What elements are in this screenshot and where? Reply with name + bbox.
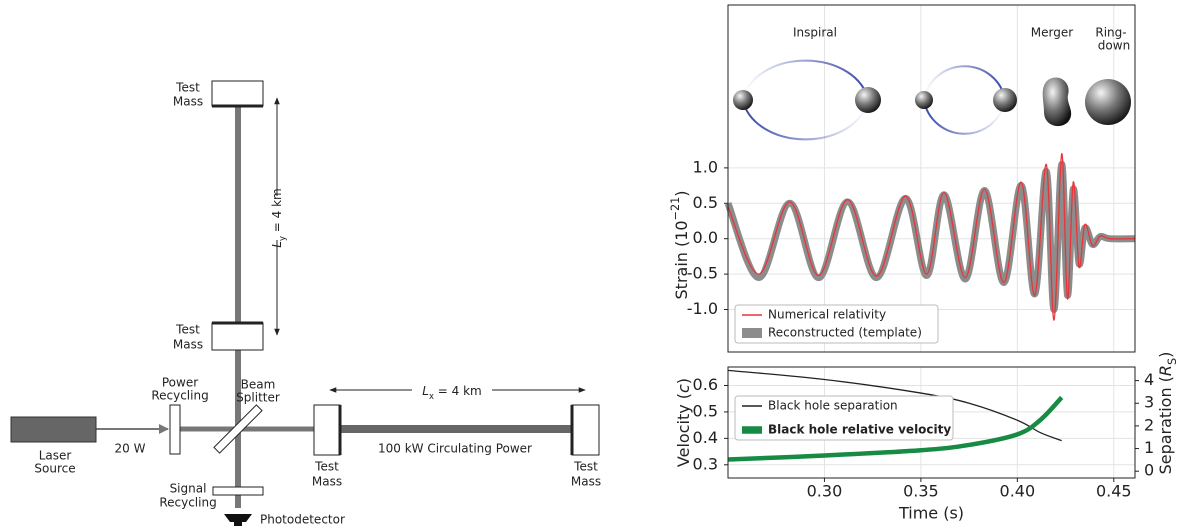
y2-tick-label: 1 <box>1144 438 1154 457</box>
diagram-label: Power <box>162 376 198 390</box>
y2-tick-label: 3 <box>1144 393 1154 412</box>
y2-tick-label: 2 <box>1144 415 1154 434</box>
x-tick-label: 0.45 <box>1096 482 1132 501</box>
text-part: S <box>1166 358 1179 365</box>
y-tick-label: 0.5 <box>693 193 718 212</box>
y-tick-label: 0.3 <box>693 454 718 473</box>
plot-area <box>728 5 1135 352</box>
diagram-label: Photodetector <box>260 513 345 526</box>
x-tick-label: 0.40 <box>1000 482 1036 501</box>
series-line <box>724 160 1136 314</box>
diagram-label: Mass <box>173 95 203 109</box>
diagram-label: Recycling <box>151 389 208 403</box>
test-mass <box>571 404 600 456</box>
series-line <box>727 395 1064 462</box>
diagram-label: 100 kW Circulating Power <box>378 442 532 456</box>
diagram-label: Test <box>314 460 339 474</box>
x-tick-label: 0.30 <box>807 482 843 501</box>
x-tick-label: 0.35 <box>903 482 939 501</box>
text-part: R <box>1156 365 1175 376</box>
plot-frame <box>727 366 1136 479</box>
arm-length-label: Lx = 4 km <box>422 384 481 401</box>
text-part: x <box>429 391 434 401</box>
ringdown-black-hole <box>1085 79 1131 125</box>
text-part: Velocity ( <box>674 393 693 467</box>
beam-splitter <box>213 404 263 454</box>
text-part: = 4 km <box>270 188 284 236</box>
y-tick-label: 0.6 <box>693 375 718 394</box>
text-part: L <box>422 384 429 398</box>
interferometer <box>10 80 600 526</box>
text-part: −21 <box>669 197 682 221</box>
test-mass <box>211 322 264 351</box>
series-line <box>727 369 1062 442</box>
diagram-label: 20 W <box>115 442 146 456</box>
orbit <box>742 99 869 141</box>
text-part: Separation ( <box>1156 376 1175 474</box>
diagram-label: Test <box>573 460 598 474</box>
y-tick-label: -0.5 <box>687 264 718 283</box>
laser <box>10 416 97 443</box>
y-axis-label: Strain (10−21) <box>669 191 691 300</box>
y-tick-label: 0.4 <box>693 428 718 447</box>
phase-label: down <box>1098 39 1130 53</box>
y2-tick-label: 4 <box>1144 370 1154 389</box>
diagram-label: Splitter <box>236 391 280 405</box>
black-hole <box>733 90 753 110</box>
text-part: L <box>270 241 284 248</box>
phase-label: Inspiral <box>793 26 837 40</box>
x-axis-label: Time (s) <box>898 504 964 523</box>
y2-axis-label: Separation (RS) <box>1156 352 1179 475</box>
orbit <box>923 65 1006 101</box>
test-mass <box>211 80 264 107</box>
text-part: Strain (10 <box>672 220 691 299</box>
y-tick-label: 0.0 <box>693 228 718 247</box>
legend-label: Black hole relative velocity <box>768 423 951 437</box>
diagram-label: Signal <box>170 482 207 496</box>
plot-frame <box>727 4 1136 353</box>
diagram-label: Test <box>175 323 200 337</box>
legend-label: Numerical relativity <box>768 308 886 322</box>
diagram-label: Mass <box>312 475 342 489</box>
merged-black-hole <box>1042 77 1072 127</box>
diagram-label: Beam <box>241 378 276 392</box>
y-axis-label: Velocity (c) <box>674 378 693 467</box>
black-hole <box>915 91 933 109</box>
power-recycling-mirror <box>169 404 181 455</box>
y-tick-label: -1.0 <box>687 299 718 318</box>
diagram-label: Laser <box>39 449 72 463</box>
text-part: ) <box>672 191 691 197</box>
diagram-label: Mass <box>571 475 601 489</box>
signal-recycling-mirror <box>212 486 264 496</box>
series-line <box>727 153 1136 321</box>
diagram-label: Mass <box>173 338 203 352</box>
photodetector <box>224 514 252 526</box>
text-part: c <box>674 384 693 393</box>
text-part: y <box>277 236 287 241</box>
orbit <box>923 99 1006 135</box>
text-part: = 4 km <box>434 384 482 398</box>
black-hole <box>855 87 881 113</box>
legend-label: Black hole separation <box>768 399 898 413</box>
phase-label: Merger <box>1031 26 1073 40</box>
phase-label: Ring- <box>1095 26 1126 40</box>
diagram-label: Source <box>34 462 75 476</box>
test-mass <box>313 404 341 456</box>
black-hole <box>993 88 1017 112</box>
text-part: ) <box>674 378 693 384</box>
y2-tick-label: 0 <box>1144 461 1154 480</box>
legend-box <box>734 304 939 344</box>
legend-box <box>734 395 954 441</box>
orbit <box>742 59 869 101</box>
arm-length-label: Ly = 4 km <box>270 188 287 247</box>
legend-label: Reconstructed (template) <box>768 326 922 340</box>
text-part: ) <box>1156 352 1175 358</box>
y-tick-label: 0.5 <box>693 401 718 420</box>
diagram-label: Test <box>175 81 200 95</box>
y-tick-label: 1.0 <box>693 157 718 176</box>
merger-cartoon <box>733 59 1131 141</box>
diagram-label: Recycling <box>159 496 216 510</box>
